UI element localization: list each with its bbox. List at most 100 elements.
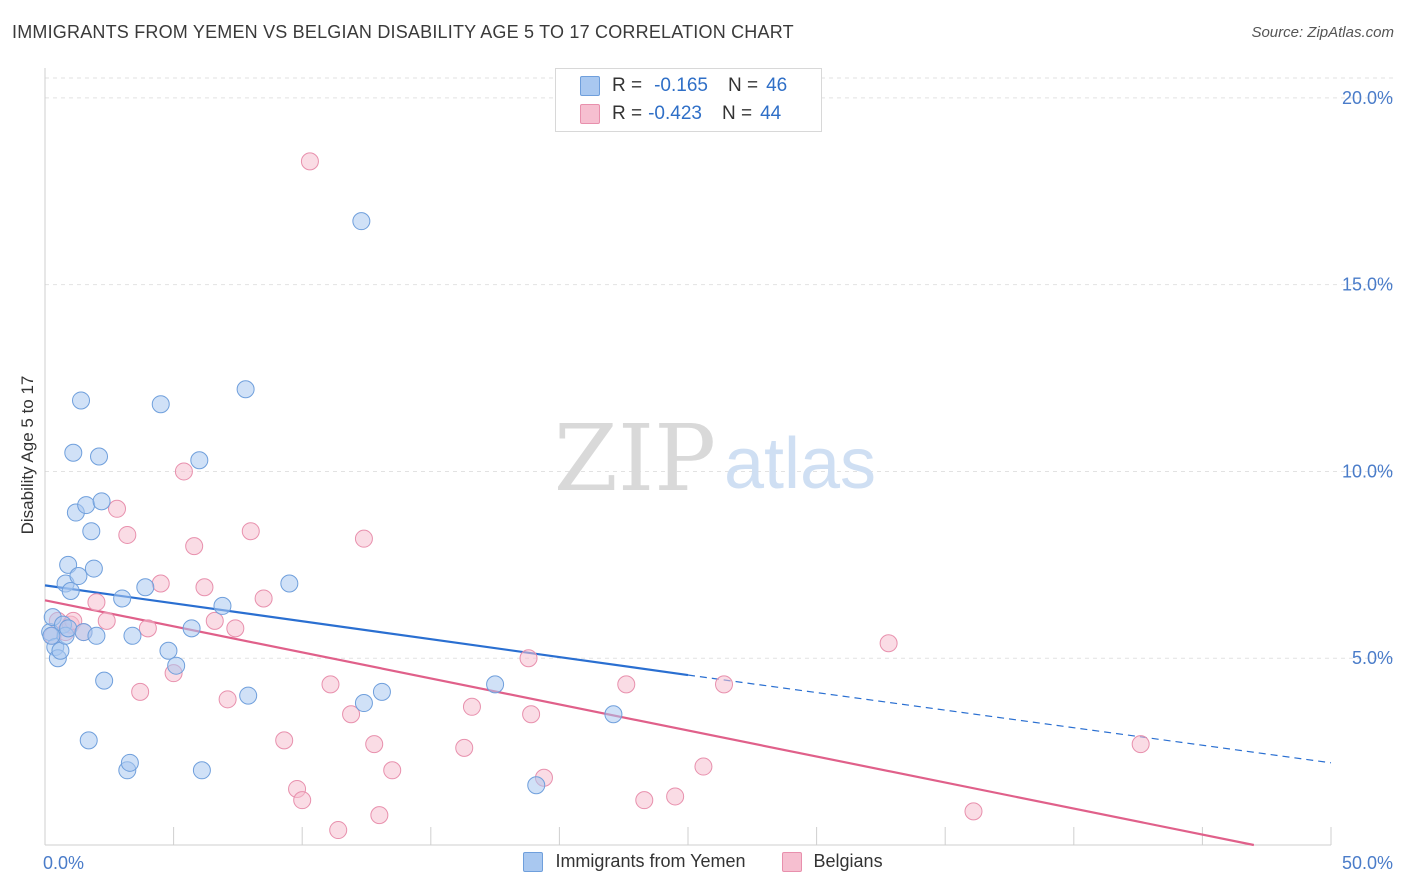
point-yemen	[87, 626, 106, 645]
point-belgians	[694, 757, 713, 776]
point-yemen	[64, 443, 83, 462]
point-belgians	[131, 682, 150, 701]
point-belgians	[97, 611, 116, 630]
legend-r-label: R =	[612, 103, 643, 124]
point-yemen	[159, 641, 178, 660]
x-tick-label: 50.0%	[1342, 853, 1393, 873]
point-belgians	[195, 578, 214, 597]
point-yemen	[236, 380, 255, 399]
y-tick-label: 10.0%	[1342, 461, 1393, 481]
point-belgians	[365, 735, 384, 754]
point-yemen	[182, 619, 201, 638]
point-yemen	[239, 686, 258, 705]
point-yemen	[352, 212, 371, 231]
point-yemen	[82, 522, 101, 541]
point-belgians	[293, 791, 312, 810]
point-yemen	[354, 694, 373, 713]
legend-swatch-pink	[580, 104, 600, 124]
point-yemen	[372, 682, 391, 701]
axes	[44, 68, 1332, 846]
point-belgians	[241, 522, 260, 541]
point-yemen	[527, 776, 546, 795]
legend-r-value: -0.165	[654, 75, 708, 96]
legend-item-belgians[interactable]: Belgians	[781, 851, 883, 872]
point-yemen	[120, 753, 139, 772]
point-yemen	[113, 589, 132, 608]
scatter-points	[41, 152, 1150, 840]
point-yemen	[213, 596, 232, 615]
point-belgians	[354, 529, 373, 548]
legend-label-belgians: Belgians	[813, 851, 883, 871]
point-belgians	[300, 152, 319, 171]
trend-lines	[44, 584, 1332, 847]
y-tick-label: 20.0%	[1342, 88, 1393, 108]
point-belgians	[329, 821, 348, 840]
point-yemen	[51, 641, 70, 660]
legend-swatch-pink	[781, 851, 802, 872]
legend-row-belgians: R = -0.423 N = 44	[580, 100, 781, 128]
legend-n-label: N =	[727, 75, 759, 96]
series-legend: Immigrants from Yemen Belgians	[0, 851, 1406, 872]
point-belgians	[666, 787, 685, 806]
point-belgians	[118, 525, 137, 544]
point-yemen	[59, 619, 78, 638]
point-belgians	[383, 761, 402, 780]
legend-swatch-blue	[580, 76, 600, 96]
point-belgians	[151, 574, 170, 593]
point-yemen	[190, 451, 209, 470]
point-yemen	[92, 492, 111, 511]
point-belgians	[321, 675, 340, 694]
point-yemen	[69, 567, 88, 586]
point-yemen	[604, 705, 623, 724]
point-belgians	[226, 619, 245, 638]
point-belgians	[218, 690, 237, 709]
point-belgians	[879, 634, 898, 653]
point-yemen	[61, 581, 80, 600]
legend-item-yemen[interactable]: Immigrants from Yemen	[523, 851, 746, 872]
y-tick-label: 5.0%	[1352, 648, 1393, 668]
point-belgians	[462, 697, 481, 716]
point-yemen	[90, 447, 109, 466]
point-yemen	[192, 761, 211, 780]
legend-n-value: 44	[760, 103, 782, 124]
point-belgians	[342, 705, 361, 724]
source-label: Source: ZipAtlas.com	[1251, 24, 1394, 41]
legend-swatch-blue	[523, 851, 544, 872]
point-yemen	[280, 574, 299, 593]
tick-labels: 5.0% 10.0% 15.0% 20.0% 0.0% 50.0%	[43, 88, 1393, 873]
legend-r-value: -0.423	[648, 103, 702, 124]
legend-r-label: R =	[612, 75, 643, 96]
legend-row-yemen: R = -0.165 N = 46	[580, 72, 787, 100]
point-belgians	[174, 462, 193, 481]
trend-line-yemen	[44, 584, 689, 677]
x-tick-label: 0.0%	[43, 853, 84, 873]
point-belgians	[254, 589, 273, 608]
trend-line-belgians	[44, 599, 1255, 847]
point-belgians	[185, 537, 204, 556]
point-belgians	[964, 802, 983, 821]
point-yemen	[77, 496, 96, 515]
point-yemen	[72, 391, 91, 410]
point-belgians	[519, 649, 538, 668]
point-belgians	[108, 499, 127, 518]
point-belgians	[205, 611, 224, 630]
point-yemen	[167, 656, 186, 675]
gridlines	[45, 77, 1395, 659]
point-yemen	[136, 578, 155, 597]
point-belgians	[275, 731, 294, 750]
point-belgians	[138, 619, 157, 638]
legend-label-yemen: Immigrants from Yemen	[555, 851, 746, 871]
y-tick-label: 15.0%	[1342, 275, 1393, 295]
point-belgians	[455, 738, 474, 757]
point-yemen	[79, 731, 98, 750]
point-yemen	[123, 626, 142, 645]
legend-n-label: N =	[721, 103, 753, 124]
point-yemen	[42, 626, 61, 645]
point-yemen	[486, 675, 505, 694]
point-belgians	[617, 675, 636, 694]
point-yemen	[84, 559, 103, 578]
legend-n-value: 46	[766, 75, 788, 96]
trend-line-yemen-projection	[687, 674, 1332, 764]
point-belgians	[715, 675, 734, 694]
chart-title: IMMIGRANTS FROM YEMEN VS BELGIAN DISABIL…	[12, 22, 794, 42]
